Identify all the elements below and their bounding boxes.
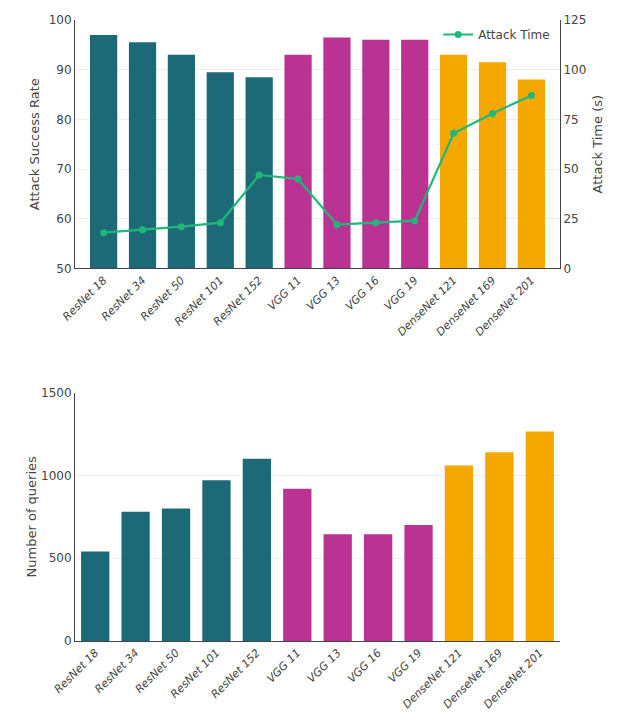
svg-text:ResNet 34: ResNet 34 bbox=[92, 647, 141, 696]
svg-text:VGG 13: VGG 13 bbox=[304, 274, 343, 313]
svg-text:125: 125 bbox=[563, 13, 586, 27]
svg-text:0: 0 bbox=[64, 634, 72, 648]
svg-text:1000: 1000 bbox=[41, 469, 72, 483]
svg-text:1500: 1500 bbox=[41, 386, 72, 400]
svg-text:VGG 11: VGG 11 bbox=[265, 274, 304, 313]
svg-text:ResNet 18: ResNet 18 bbox=[60, 274, 109, 323]
svg-text:100: 100 bbox=[49, 13, 72, 27]
svg-text:VGG 16: VGG 16 bbox=[345, 647, 384, 686]
svg-text:Attack Time: Attack Time bbox=[478, 28, 550, 42]
svg-text:ResNet 152: ResNet 152 bbox=[208, 647, 262, 701]
svg-text:VGG 19: VGG 19 bbox=[382, 274, 421, 313]
svg-text:DenseNet 169: DenseNet 169 bbox=[441, 647, 506, 712]
svg-text:50: 50 bbox=[563, 162, 578, 176]
svg-text:80: 80 bbox=[56, 113, 71, 127]
svg-text:ResNet 101: ResNet 101 bbox=[168, 647, 222, 701]
svg-text:70: 70 bbox=[56, 162, 71, 176]
svg-text:DenseNet 201: DenseNet 201 bbox=[473, 274, 538, 339]
svg-text:VGG 13: VGG 13 bbox=[305, 647, 344, 686]
svg-text:100: 100 bbox=[563, 63, 586, 77]
svg-text:50: 50 bbox=[56, 262, 71, 276]
svg-text:DenseNet 121: DenseNet 121 bbox=[400, 647, 465, 712]
svg-text:VGG 11: VGG 11 bbox=[264, 647, 303, 686]
svg-text:DenseNet 169: DenseNet 169 bbox=[434, 274, 499, 339]
svg-text:ResNet 152: ResNet 152 bbox=[211, 274, 265, 328]
svg-text:Attack Time (s): Attack Time (s) bbox=[591, 95, 606, 194]
svg-text:ResNet 101: ResNet 101 bbox=[172, 274, 226, 328]
svg-text:75: 75 bbox=[563, 113, 578, 127]
svg-text:DenseNet 201: DenseNet 201 bbox=[481, 647, 546, 712]
svg-text:0: 0 bbox=[563, 262, 571, 276]
svg-text:ResNet 50: ResNet 50 bbox=[133, 647, 182, 696]
svg-text:ResNet 18: ResNet 18 bbox=[52, 647, 101, 696]
svg-text:Attack Success Rate: Attack Success Rate bbox=[27, 78, 42, 210]
svg-text:ResNet 50: ResNet 50 bbox=[138, 274, 187, 323]
svg-text:Number of queries: Number of queries bbox=[24, 456, 39, 577]
svg-text:DenseNet 121: DenseNet 121 bbox=[395, 274, 460, 339]
svg-text:90: 90 bbox=[56, 63, 71, 77]
svg-text:VGG 19: VGG 19 bbox=[386, 647, 425, 686]
svg-text:60: 60 bbox=[56, 212, 71, 226]
svg-text:ResNet 34: ResNet 34 bbox=[99, 274, 148, 323]
svg-text:25: 25 bbox=[563, 212, 578, 226]
svg-text:500: 500 bbox=[49, 551, 72, 565]
svg-text:VGG 16: VGG 16 bbox=[343, 274, 382, 313]
